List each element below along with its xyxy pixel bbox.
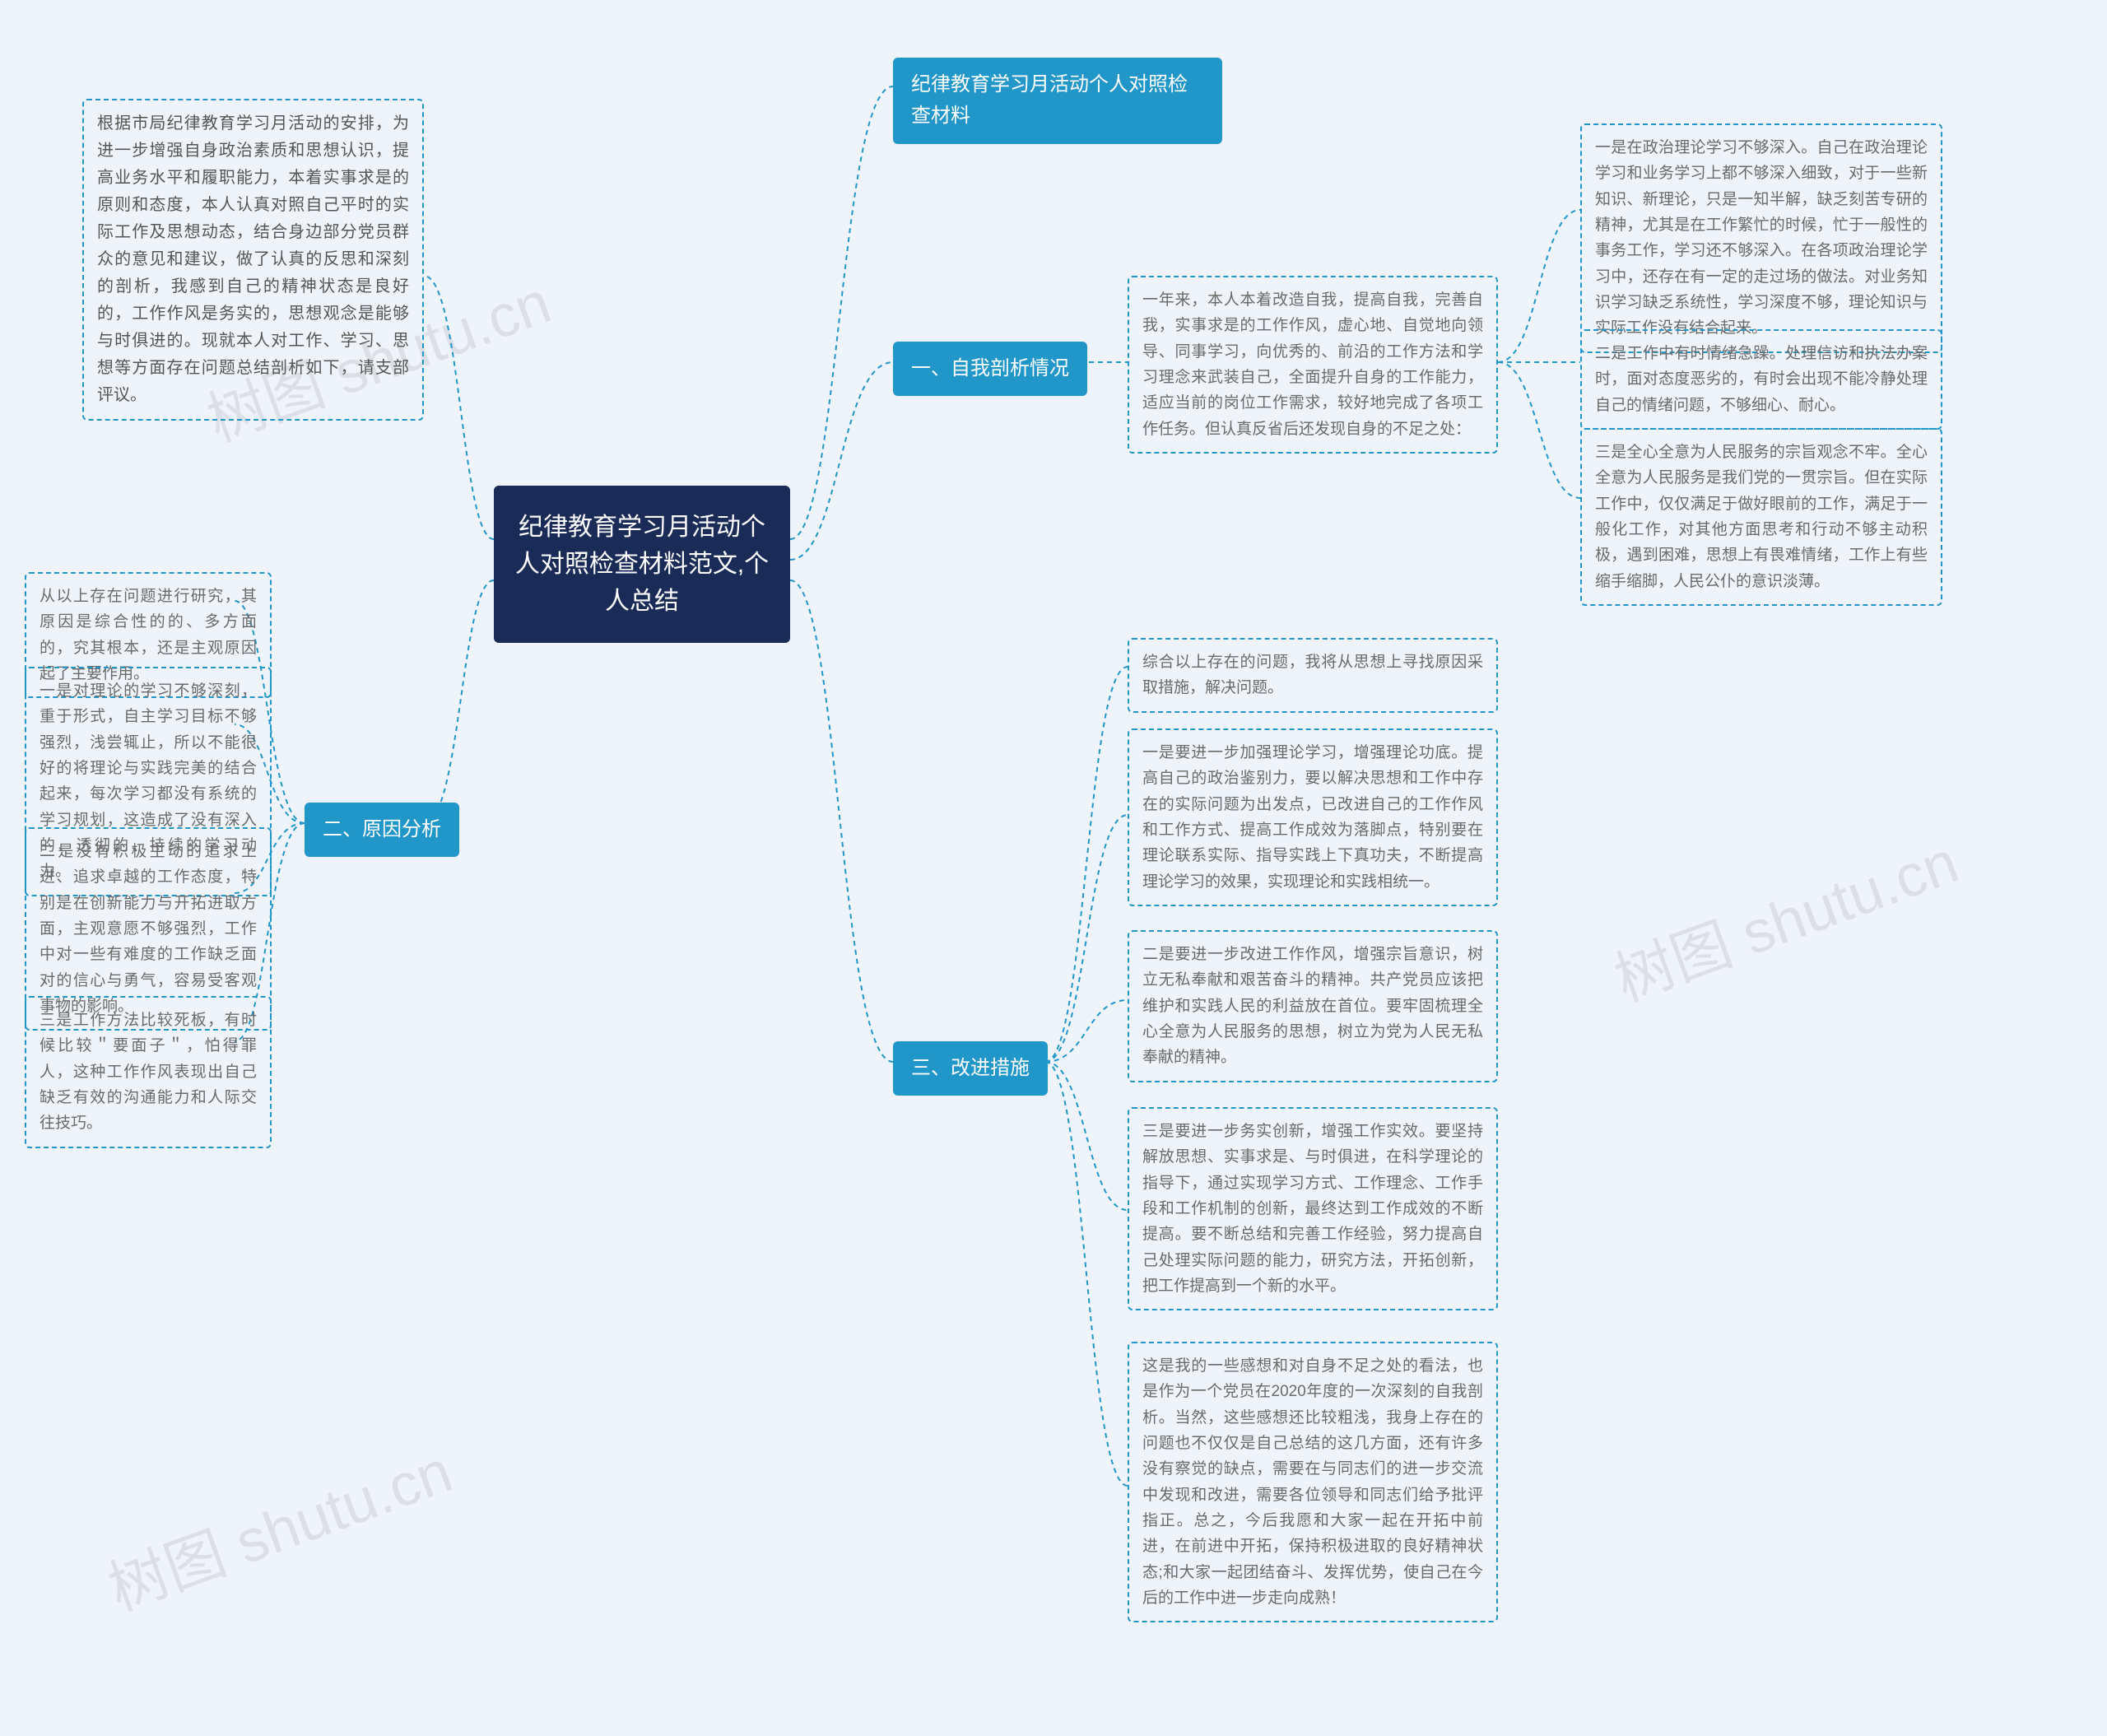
- section1-item-1: 一是在政治理论学习不够深入。自己在政治理论学习和业务学习上都不够深入细致，对于一…: [1580, 123, 1942, 353]
- section3-item-1: 综合以上存在的问题，我将从思想上寻找原因采取措施，解决问题。: [1128, 638, 1498, 713]
- section3-branch[interactable]: 三、改进措施: [893, 1041, 1048, 1096]
- section1-branch[interactable]: 一、自我剖析情况: [893, 342, 1087, 396]
- watermark: 树图 shutu.cn: [95, 1423, 462, 1627]
- section3-item-2: 一是要进一步加强理论学习，增强理论功底。提高自己的政治鉴别力，要以解决思想和工作…: [1128, 728, 1498, 906]
- section1-item-3: 三是全心全意为人民服务的宗旨观念不牢。全心全意为人民服务是我们党的一贯宗旨。但在…: [1580, 428, 1942, 606]
- section1-summary: 一年来，本人本着改造自我，提高自我，完善自我，实事求是的工作作风，虚心地、自觉地…: [1128, 276, 1498, 454]
- watermark: 树图 shutu.cn: [1601, 814, 1968, 1018]
- section2-item-4: 三是工作方法比较死板，有时候比较＂要面子＂，怕得罪人，这种工作作风表现出自己缺乏…: [25, 996, 272, 1148]
- section3-item-5: 这是我的一些感想和对自身不足之处的看法，也是作为一个党员在2020年度的一次深刻…: [1128, 1342, 1498, 1622]
- title-node[interactable]: 纪律教育学习月活动个人对照检查材料: [893, 58, 1222, 144]
- intro-text: 根据市局纪律教育学习月活动的安排，为进一步增强自身政治素质和思想认识，提高业务水…: [82, 99, 424, 421]
- section3-item-3: 二是要进一步改进工作作风，增强宗旨意识，树立无私奉献和艰苦奋斗的精神。共产党员应…: [1128, 930, 1498, 1082]
- section2-branch[interactable]: 二、原因分析: [305, 803, 459, 857]
- section3-item-4: 三是要进一步务实创新，增强工作实效。要坚持解放思想、实事求是、与时俱进，在科学理…: [1128, 1107, 1498, 1310]
- root-node[interactable]: 纪律教育学习月活动个人对照检查材料范文,个人总结: [494, 486, 790, 643]
- section1-item-2: 二是工作中有时情绪急躁。处理信访和执法办案时，面对态度恶劣的，有时会出现不能冷静…: [1580, 329, 1942, 430]
